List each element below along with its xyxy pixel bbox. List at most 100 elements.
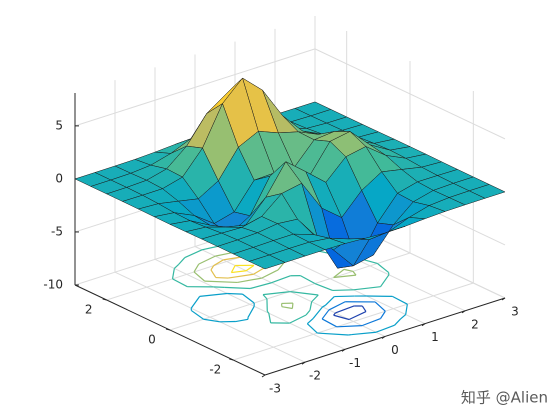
x-tick-label: 2 [471, 317, 479, 331]
contour-segment [306, 323, 318, 334]
contour-segment [262, 291, 290, 296]
watermark: 知乎 @Alien [461, 389, 548, 407]
grid-line [233, 282, 474, 361]
contour-segment [230, 265, 236, 273]
contour-segment [405, 304, 408, 315]
tick-mark [102, 298, 107, 301]
contour-segment [333, 314, 350, 321]
contour-segment [171, 268, 175, 279]
contour-segment [204, 280, 238, 284]
tick-mark [229, 358, 234, 361]
contour-segment [306, 317, 314, 325]
contour-segment [249, 282, 272, 290]
x-tick-label: -3 [269, 382, 281, 396]
contour-segment [199, 292, 228, 297]
contour-segment [394, 318, 401, 326]
grid-line [74, 48, 316, 127]
x-tick-label: 0 [391, 343, 399, 357]
contour-segment [242, 293, 255, 304]
contour-segment [343, 268, 354, 272]
contour-segment [314, 282, 333, 291]
y-tick-label: -2 [209, 363, 221, 377]
contour-segment [245, 264, 255, 272]
contour-segment [375, 324, 395, 333]
contour-segment [193, 263, 200, 273]
contour-segment [242, 277, 262, 283]
y-tick-label: 2 [85, 303, 93, 317]
x-tick-label: 1 [431, 330, 439, 344]
contour-segment [333, 312, 336, 316]
contour-segment [191, 310, 204, 320]
contour-segment [317, 332, 349, 336]
contour-segment [380, 274, 390, 288]
contour-segment [198, 255, 216, 265]
y-tick-label: 0 [148, 333, 156, 347]
contour-segment [178, 257, 186, 265]
contour-segment [247, 306, 255, 318]
contour-segment [210, 269, 217, 278]
tick-mark [421, 323, 426, 327]
contour-segment [392, 295, 408, 305]
contour-segment [351, 331, 377, 336]
contour-segment [268, 313, 272, 323]
contour-segment [281, 306, 293, 310]
grid-line [314, 48, 506, 140]
x-tick-label: -1 [349, 356, 361, 370]
contour-segment [324, 296, 335, 306]
contour-segment [305, 309, 311, 316]
x-tick-label: -2 [309, 369, 321, 383]
contour-segment [266, 310, 270, 314]
contour-segment [377, 262, 389, 273]
contour-segment [172, 278, 188, 288]
contour-segment [190, 296, 201, 309]
tick-mark [461, 310, 466, 314]
contour-segment [311, 294, 319, 303]
contour-segment [321, 309, 330, 320]
tick-mark [261, 374, 266, 378]
contour-segment [261, 270, 278, 279]
tick-mark [381, 336, 386, 339]
contour-segment [193, 271, 206, 282]
contour-segment [374, 301, 386, 312]
contour-segment [231, 270, 247, 274]
contour-segment [334, 295, 355, 298]
contour-segment [321, 318, 338, 328]
z-tick-label: -5 [51, 224, 63, 238]
contour-segment [400, 314, 407, 320]
contour-segment [235, 318, 249, 323]
contour-segment [184, 249, 203, 259]
tick-mark [301, 361, 306, 365]
contour-segment [300, 275, 316, 285]
contour-segment [227, 292, 243, 295]
contour-segment [271, 275, 291, 284]
z-tick-label: -10 [43, 278, 63, 292]
x-tick-label: 3 [511, 305, 519, 319]
z-tick-label: 5 [55, 118, 63, 132]
contour-segment [227, 273, 254, 279]
contour-segment [210, 265, 215, 271]
contour-segment [336, 325, 363, 328]
z-tick-label: 0 [55, 171, 63, 185]
contour-segment [237, 280, 244, 284]
contour-segment [276, 269, 279, 272]
contour-segment [380, 310, 386, 319]
contour-segment [328, 301, 346, 311]
contour-segment [262, 294, 268, 300]
contour-segment [291, 303, 294, 309]
contour-segment [353, 286, 381, 291]
contour-segment [335, 305, 355, 314]
contour-segment [361, 317, 381, 327]
contour-segment [289, 314, 307, 324]
contour-segment [213, 259, 224, 267]
contour-segment [332, 289, 354, 292]
contour-segment [333, 268, 345, 278]
contour-segment [224, 286, 251, 290]
tick-mark [341, 348, 346, 352]
contour-segment [309, 301, 313, 311]
tick-mark [501, 297, 506, 301]
contour-segment [173, 263, 180, 269]
contour-segment [312, 306, 324, 319]
contour-segment [333, 274, 357, 279]
contour-segment [203, 318, 220, 323]
